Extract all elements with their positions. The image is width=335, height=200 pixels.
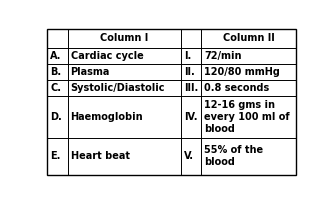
Text: Plasma: Plasma: [71, 67, 110, 77]
Text: III.: III.: [184, 83, 198, 93]
Text: 55% of the
blood: 55% of the blood: [204, 145, 264, 167]
Text: 12-16 gms in
every 100 ml of
blood: 12-16 gms in every 100 ml of blood: [204, 100, 290, 134]
Text: C.: C.: [50, 83, 61, 93]
Text: A.: A.: [50, 51, 62, 61]
Text: Systolic/Diastolic: Systolic/Diastolic: [71, 83, 165, 93]
Text: V.: V.: [184, 151, 194, 161]
Text: B.: B.: [50, 67, 61, 77]
Text: Column I: Column I: [100, 33, 148, 43]
Text: II.: II.: [184, 67, 195, 77]
Text: Column II: Column II: [223, 33, 275, 43]
Text: Haemoglobin: Haemoglobin: [71, 112, 143, 122]
Text: E.: E.: [50, 151, 61, 161]
Text: D.: D.: [50, 112, 62, 122]
Text: I.: I.: [184, 51, 191, 61]
Text: IV.: IV.: [184, 112, 198, 122]
Text: 120/80 mmHg: 120/80 mmHg: [204, 67, 280, 77]
Text: 72/min: 72/min: [204, 51, 242, 61]
Text: Cardiac cycle: Cardiac cycle: [71, 51, 143, 61]
Text: Heart beat: Heart beat: [71, 151, 130, 161]
Text: 0.8 seconds: 0.8 seconds: [204, 83, 270, 93]
